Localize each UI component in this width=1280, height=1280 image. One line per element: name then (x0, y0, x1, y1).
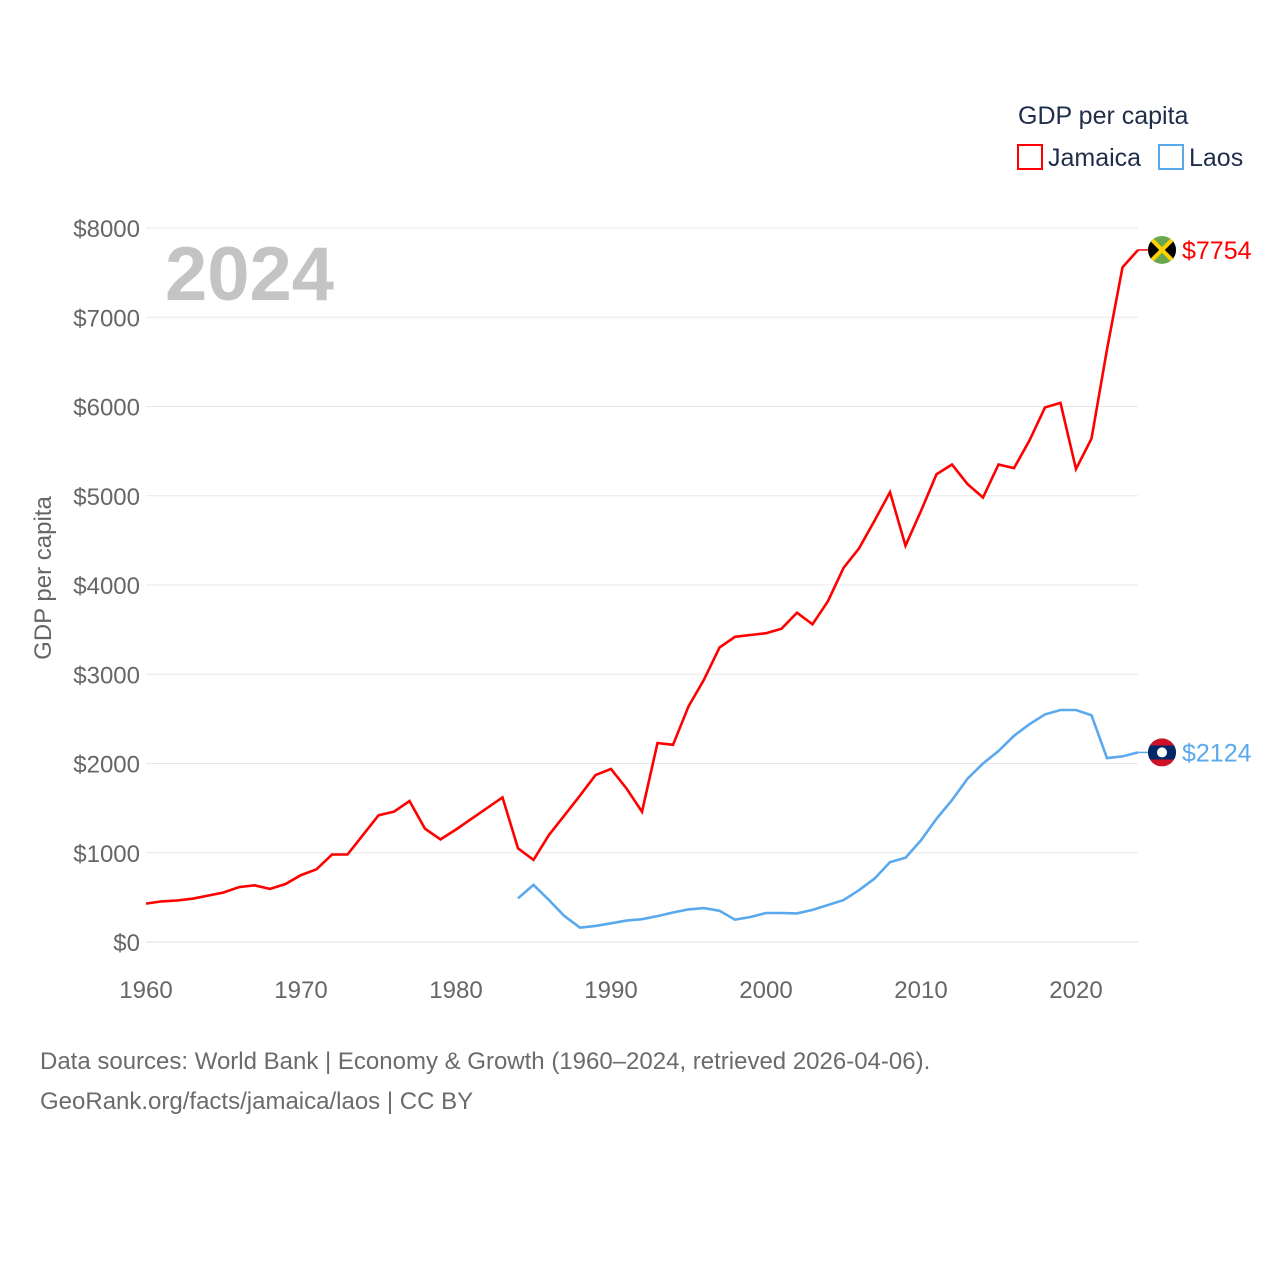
year-title: 2024 (165, 232, 334, 317)
end-value-label: $7754 (1182, 237, 1252, 265)
flag-body (1148, 235, 1176, 264)
y-tick-label: $5000 (73, 484, 140, 511)
legend-swatch-jamaica (1017, 144, 1043, 170)
flag-black-left (1148, 235, 1162, 264)
legend: GDP per capita Jamaica Laos (1017, 102, 1243, 172)
series-lines (145, 249, 1139, 930)
footer: Data sources: World Bank | Economy & Gro… (40, 1042, 930, 1122)
end-value-label: $2124 (1182, 739, 1252, 767)
flag-saltire (1148, 235, 1176, 264)
legend-label-laos: Laos (1189, 144, 1243, 172)
legend-swatch-laos (1158, 144, 1184, 170)
x-tick-label: 2000 (739, 977, 792, 1004)
series-line-laos (517, 708, 1139, 930)
y-tick-label: $3000 (73, 662, 140, 689)
data-sources-text: Data sources: World Bank | Economy & Gro… (40, 1048, 931, 1075)
flag-jamaica-icon (1148, 235, 1176, 264)
legend-item-laos[interactable]: Laos (1158, 144, 1243, 172)
x-tick-label: 1990 (584, 977, 637, 1004)
legend-label-jamaica: Jamaica (1048, 144, 1141, 172)
x-axis-ticks: 1960 1970 1980 1990 2000 2010 2020 (119, 977, 1102, 1004)
legend-item-jamaica[interactable]: Jamaica (1017, 144, 1141, 172)
y-tick-label: $8000 (73, 216, 140, 243)
gridlines (146, 227, 1138, 943)
y-axis-label: GDP per capita (30, 496, 57, 660)
y-axis-ticks: $0 $1000 $2000 $3000 $4000 $5000 $6000 $7000 $80… (73, 216, 140, 957)
flag-laos-icon (1148, 738, 1176, 767)
y-tick-label: $7000 (73, 305, 140, 332)
flag-body (1148, 738, 1176, 767)
x-tick-label: 1970 (274, 977, 327, 1004)
legend-title: GDP per capita (1018, 102, 1189, 130)
x-tick-label: 1960 (119, 977, 172, 1004)
flag-black-right (1162, 235, 1176, 264)
y-tick-label: $2000 (73, 752, 140, 779)
y-tick-label: $0 (113, 930, 140, 957)
flag-white-disc (1157, 747, 1167, 758)
y-tick-label: $1000 (73, 841, 140, 868)
x-tick-label: 1980 (429, 977, 482, 1004)
series-line-jamaica (145, 249, 1139, 905)
source-link[interactable]: GeoRank.org/facts/jamaica/laos | CC BY (40, 1088, 474, 1115)
x-tick-label: 2020 (1049, 977, 1102, 1004)
y-tick-label: $4000 (73, 573, 140, 600)
series-end-labels: $7754 $2124 (1138, 235, 1252, 767)
x-tick-label: 2010 (894, 977, 947, 1004)
y-tick-label: $6000 (73, 395, 140, 422)
